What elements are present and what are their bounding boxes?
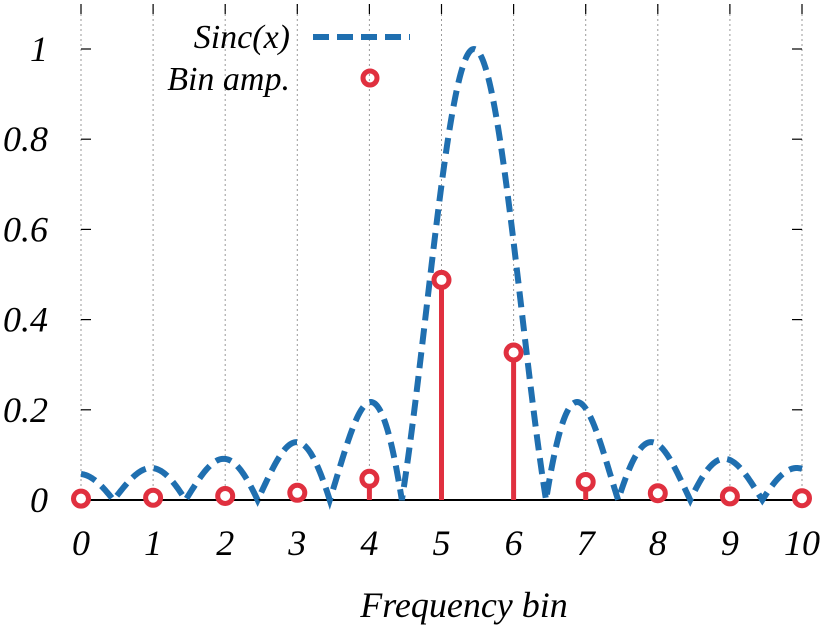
x-tick-label: 1 [144,523,162,563]
legend: Sinc(x) Bin amp. [167,19,410,98]
x-tick-label: 8 [649,523,667,563]
bin-marker [575,471,596,492]
bin-marker [792,488,812,509]
bin-marker [719,486,740,507]
x-tick-label: 2 [216,523,234,563]
bin-marker [359,468,380,489]
bin-marker [215,485,236,506]
x-tick-label: 10 [784,523,820,563]
legend-label-bin-amp: Bin amp. [167,61,290,98]
bin-marker [287,482,308,503]
x-tick-label: 3 [287,523,306,563]
y-tick-label: 0 [30,480,48,520]
bin-marker [143,487,164,508]
bin-marker [647,483,668,504]
y-tick-label: 0.2 [3,390,48,430]
tick-labels: 0 1 2 3 4 5 6 7 8 9 10 0 0.2 0.4 0.6 0.8 1 [3,29,820,563]
y-tick-label: 0.4 [3,300,48,340]
sinc-curve [80,45,803,510]
bin-amplitude-stems [71,269,812,509]
y-tick-label: 1 [30,29,48,69]
bin-marker [503,342,524,363]
x-tick-label: 0 [72,523,90,563]
y-tick-label: 0.8 [3,119,48,159]
bin-marker [71,488,91,509]
x-tick-label: 7 [577,523,597,563]
x-tick-label: 6 [505,523,523,563]
legend-marker-bin-amp [360,68,380,88]
bin-marker [431,269,452,290]
y-tick-label: 0.6 [3,209,48,249]
x-axis-title: Frequency bin [359,585,568,625]
sinc-curve-layer [80,45,803,510]
x-tick-label: 9 [721,523,739,563]
x-tick-label: 4 [360,523,378,563]
legend-label-sinc: Sinc(x) [194,19,290,56]
x-tick-label: 5 [433,523,451,563]
